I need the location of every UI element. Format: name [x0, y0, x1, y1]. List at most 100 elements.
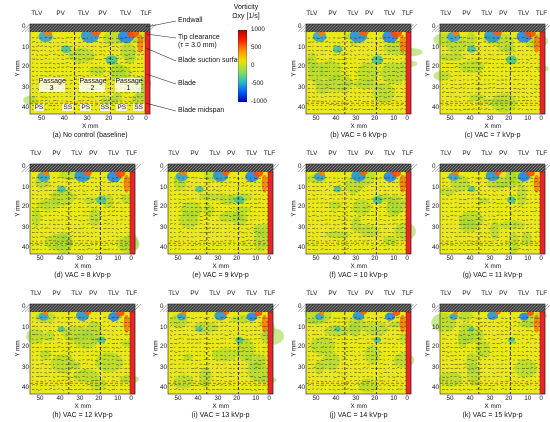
header-label: PV — [89, 290, 97, 297]
x-tick-label: 0 — [144, 115, 148, 122]
y-tick-label: 30 — [22, 84, 29, 91]
passage-label: Passage 2 — [79, 78, 105, 92]
header-label: TLV — [384, 10, 395, 17]
x-tick-label: 40 — [332, 255, 339, 262]
header-label: TLF — [536, 290, 547, 297]
y-tick-label: 40 — [298, 384, 305, 391]
header-label: TLV — [481, 290, 492, 297]
x-tick-label: 40 — [332, 395, 339, 402]
y-tick-label: 30 — [22, 224, 29, 231]
y-tick-label: 0 — [160, 303, 164, 310]
x-tick-label: 20 — [371, 255, 378, 262]
surface-label: PS — [80, 104, 91, 111]
x-tick-label: 10 — [127, 115, 134, 122]
header-label: TLF — [402, 290, 413, 297]
y-axis-label: Y mm — [153, 340, 160, 356]
vorticity-field — [168, 164, 273, 254]
header-label: TLV — [209, 290, 220, 297]
header-label: TLV — [168, 150, 179, 157]
x-tick-label: 30 — [84, 115, 91, 122]
surface-label: SS — [133, 104, 144, 111]
y-axis-label: Y mm — [291, 340, 298, 356]
x-tick-label: 50 — [37, 255, 44, 262]
colorbar-symbol: Ωxy [1/s] — [220, 13, 272, 21]
x-tick-label: 50 — [313, 115, 320, 122]
header-label: TLV — [347, 10, 358, 17]
header-label: TLF — [264, 150, 275, 157]
x-tick-label: 40 — [56, 255, 63, 262]
x-tick-label: 20 — [233, 395, 240, 402]
header-label: TLF — [536, 10, 547, 17]
x-tick-label: 0 — [405, 395, 409, 402]
x-tick-label: 0 — [539, 395, 543, 402]
x-tick-label: 30 — [76, 255, 83, 262]
x-tick-label: 10 — [390, 255, 397, 262]
endwall-band — [22, 24, 156, 32]
y-tick-label: 40 — [298, 104, 305, 111]
header-label: TLV — [246, 150, 257, 157]
y-axis-label: Y mm — [15, 60, 22, 76]
y-tick-label: 0 — [22, 163, 26, 170]
header-label: PV — [52, 290, 60, 297]
header-label: TLF — [536, 150, 547, 157]
header-label: PV — [227, 290, 235, 297]
panel-caption: (a) No control (baseline) — [20, 132, 160, 139]
header-label: TLV — [71, 290, 82, 297]
endwall-band — [298, 304, 417, 312]
panel-caption: (d) VAC = 8 kVp-p — [20, 272, 145, 279]
header-label: PV — [499, 290, 507, 297]
y-tick-label: 20 — [160, 203, 167, 210]
x-tick-label: 30 — [352, 395, 359, 402]
colorbar-tick: 500 — [251, 44, 261, 51]
header-label: PV — [227, 150, 235, 157]
x-tick-label: 0 — [405, 255, 409, 262]
header-label: PV — [56, 10, 64, 17]
x-tick-label: 50 — [175, 395, 182, 402]
x-tick-label: 0 — [267, 395, 271, 402]
vorticity-field — [306, 164, 416, 254]
header-label: TLV — [209, 150, 220, 157]
x-tick-label: 20 — [233, 255, 240, 262]
header-label: TLV — [440, 290, 451, 297]
panel-caption: (i) VAC = 13 kVp-p — [158, 412, 283, 419]
vorticity-field — [23, 24, 151, 114]
endwall-band — [160, 164, 279, 172]
colorbar-title: Vorticity — [226, 4, 266, 12]
y-tick-label: 20 — [22, 203, 29, 210]
x-tick-label: 30 — [76, 395, 83, 402]
y-tick-label: 0 — [432, 23, 436, 30]
x-tick-label: 20 — [505, 115, 512, 122]
header-label: TLV — [120, 10, 131, 17]
header-label: PV — [365, 150, 373, 157]
vorticity-field — [26, 304, 139, 394]
y-tick-label: 10 — [298, 184, 305, 191]
endwall-band — [432, 304, 550, 312]
x-tick-label: 40 — [466, 395, 473, 402]
x-axis-label: X mm — [485, 263, 501, 270]
x-tick-label: 50 — [175, 255, 182, 262]
y-tick-label: 20 — [298, 63, 305, 70]
y-tick-label: 0 — [298, 163, 302, 170]
blade-suction-surface-annotation: Blade suction surface — [178, 57, 245, 64]
header-label: TLV — [384, 150, 395, 157]
header-label: TLF — [126, 150, 137, 157]
x-axis-label: X mm — [75, 263, 91, 270]
y-tick-label: 10 — [432, 44, 439, 51]
tip-clearance-annotation: Tip clearance — [178, 34, 220, 41]
vorticity-field — [431, 304, 547, 394]
header-label: PV — [365, 10, 373, 17]
y-tick-label: 0 — [160, 163, 164, 170]
y-tick-label: 0 — [298, 303, 302, 310]
y-tick-label: 30 — [298, 84, 305, 91]
x-tick-label: 50 — [37, 395, 44, 402]
blade — [540, 312, 545, 394]
y-tick-label: 30 — [298, 224, 305, 231]
y-tick-label: 30 — [298, 364, 305, 371]
header-label: TLV — [440, 150, 451, 157]
x-tick-label: 40 — [61, 115, 68, 122]
